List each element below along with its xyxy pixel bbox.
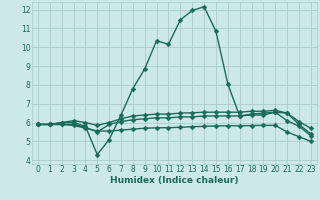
X-axis label: Humidex (Indice chaleur): Humidex (Indice chaleur): [110, 176, 239, 185]
